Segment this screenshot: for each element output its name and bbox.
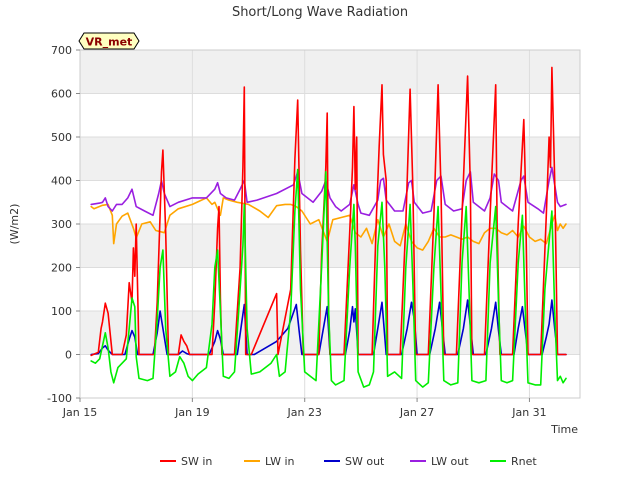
station-badge: VR_met bbox=[78, 32, 140, 50]
legend: SW in LW in SW out LW out Rnet bbox=[160, 455, 537, 468]
x-axis: Jan 15 Jan 19 Jan 23 Jan 27 Jan 31 bbox=[62, 398, 547, 419]
y-tick-label: 200 bbox=[51, 262, 72, 275]
y-tick-label: 100 bbox=[51, 305, 72, 318]
y-tick-label: 500 bbox=[51, 131, 72, 144]
legend-label: LW in bbox=[265, 455, 295, 468]
chart-title: Short/Long Wave Radiation bbox=[232, 5, 408, 20]
y-tick-label: -100 bbox=[47, 392, 72, 405]
x-tick-label: Jan 15 bbox=[62, 406, 97, 419]
x-tick-label: Jan 19 bbox=[174, 406, 209, 419]
legend-item: SW out bbox=[324, 455, 385, 468]
y-tick-label: 600 bbox=[51, 88, 72, 101]
legend-item: Rnet bbox=[490, 455, 537, 468]
y-axis: -100 0 100 200 300 400 500 600 700 bbox=[47, 44, 80, 405]
background-band bbox=[80, 50, 580, 94]
series-line-sw-out bbox=[90, 299, 567, 356]
y-tick-label: 0 bbox=[65, 349, 72, 362]
x-axis-label: Time bbox=[550, 423, 578, 436]
x-tick-label: Jan 23 bbox=[286, 406, 321, 419]
station-badge-box bbox=[78, 32, 140, 50]
y-tick-label: 700 bbox=[51, 44, 72, 57]
legend-label: SW out bbox=[345, 455, 385, 468]
background-band bbox=[80, 137, 580, 181]
series-layer bbox=[90, 66, 567, 388]
series-line-rnet bbox=[90, 168, 567, 388]
legend-label: Rnet bbox=[511, 455, 537, 468]
series-line-sw-in bbox=[90, 66, 567, 357]
y-tick-label: 300 bbox=[51, 218, 72, 231]
legend-item: LW out bbox=[410, 455, 469, 468]
station-badge-label: VR_met bbox=[86, 36, 133, 49]
legend-item: LW in bbox=[244, 455, 295, 468]
legend-label: SW in bbox=[181, 455, 212, 468]
legend-item: SW in bbox=[160, 455, 212, 468]
x-tick-label: Jan 31 bbox=[511, 406, 546, 419]
legend-label: LW out bbox=[431, 455, 469, 468]
y-axis-label: (W/m2) bbox=[8, 204, 21, 245]
x-tick-label: Jan 27 bbox=[399, 406, 434, 419]
y-tick-label: 400 bbox=[51, 175, 72, 188]
